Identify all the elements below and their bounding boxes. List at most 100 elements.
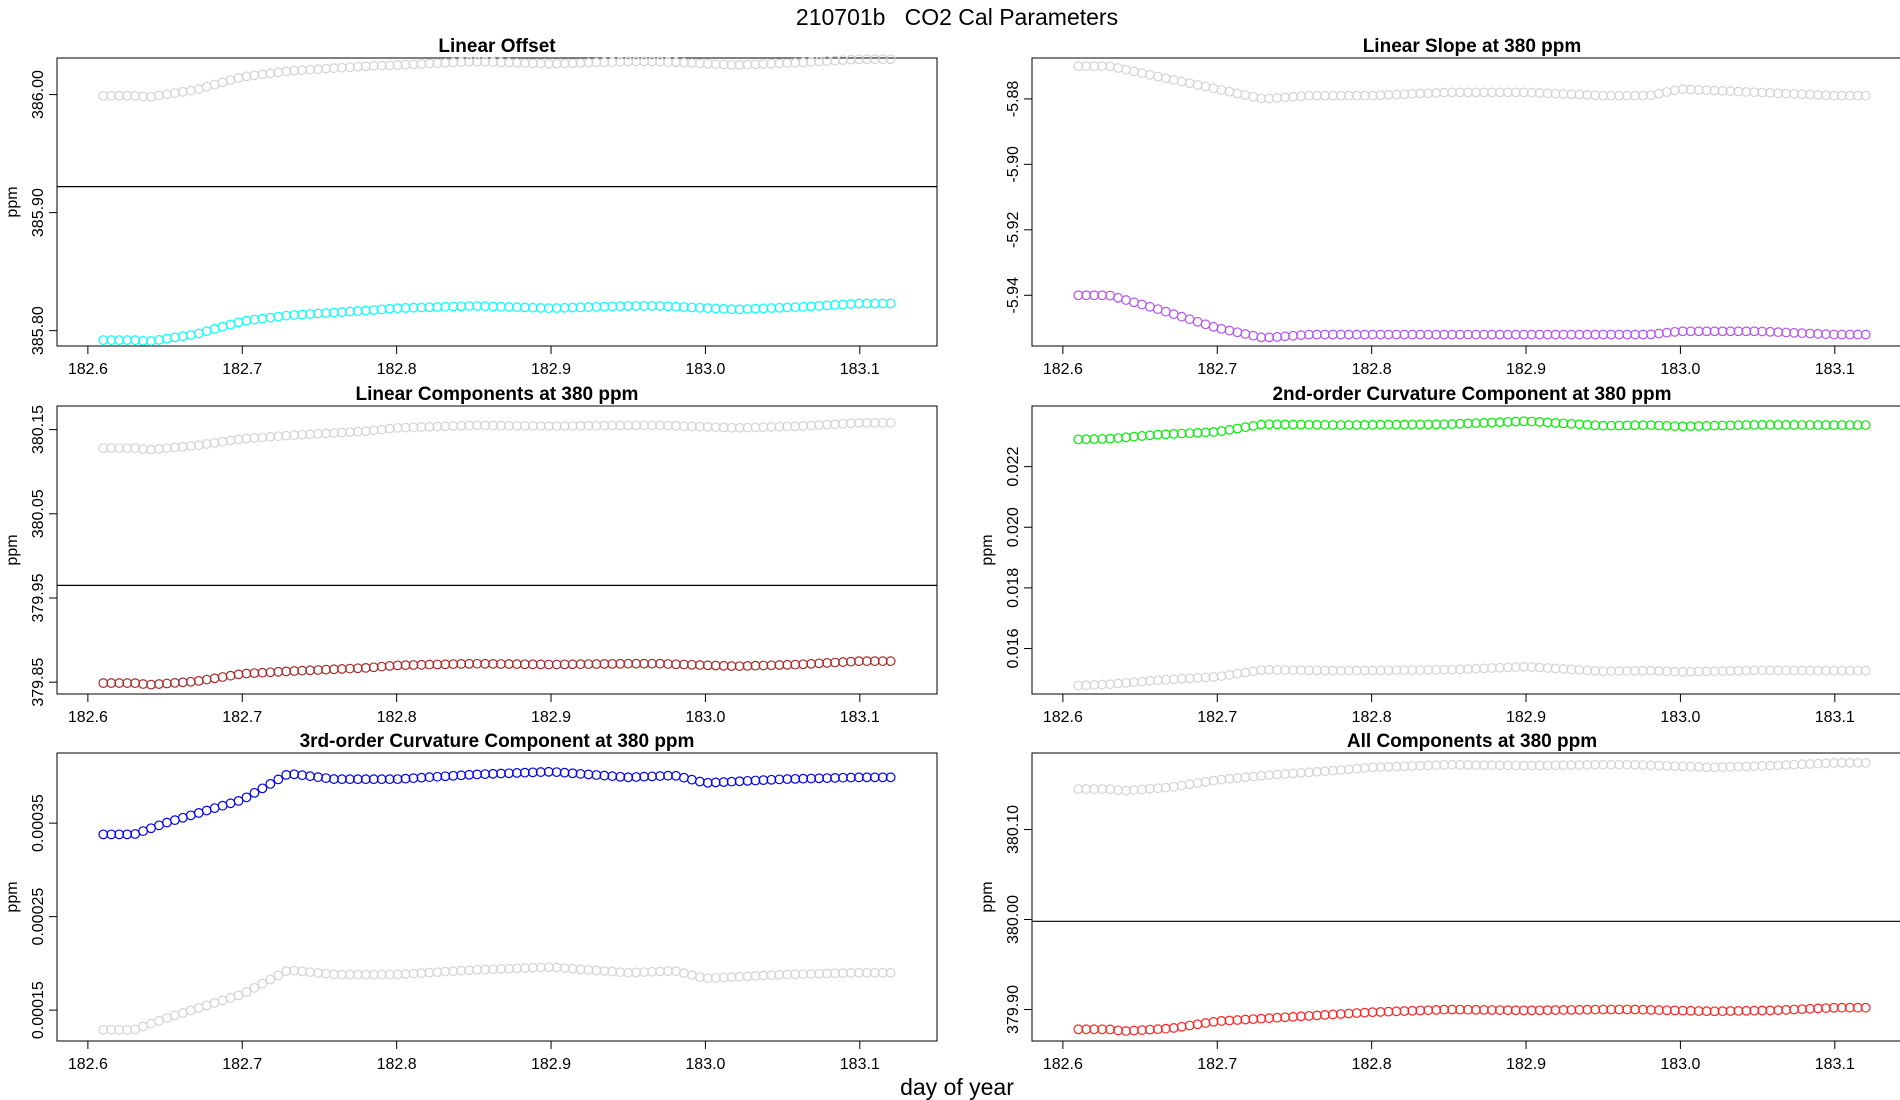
data-point [1327, 1009, 1338, 1020]
data-point [1781, 88, 1792, 99]
data-point [694, 421, 705, 432]
data-point [1852, 758, 1863, 768]
data-point [146, 679, 156, 690]
data-point [758, 303, 769, 314]
data-point [591, 659, 602, 669]
data-point [1574, 1004, 1585, 1015]
data-point [1518, 760, 1529, 771]
data-point [1781, 420, 1792, 430]
data-point [1113, 785, 1123, 795]
data-point [1327, 329, 1338, 340]
data-point [1176, 428, 1187, 439]
x-tick-label: 183.1 [840, 1056, 880, 1073]
data-point [1534, 417, 1545, 427]
data-point [1415, 760, 1426, 771]
data-point [853, 656, 864, 667]
data-point [511, 659, 522, 670]
data-point [663, 420, 673, 431]
data-point [655, 56, 665, 67]
data-point [313, 64, 323, 75]
data-point [1741, 326, 1752, 337]
data-point [1081, 1024, 1092, 1035]
data-point [193, 440, 204, 451]
data-point [297, 966, 308, 977]
data-point [1129, 431, 1139, 442]
data-point [1304, 767, 1314, 778]
data-point [639, 967, 650, 977]
data-point [360, 305, 371, 316]
data-point [106, 829, 117, 840]
data-point [1232, 88, 1243, 99]
data-point [416, 659, 427, 670]
data-point [694, 58, 705, 69]
data-point [289, 310, 300, 320]
data-point [1160, 73, 1171, 84]
data-point [329, 63, 339, 74]
data-point [1701, 762, 1712, 773]
y-tick-label: 0.00025 [30, 888, 47, 946]
data-point [1455, 418, 1465, 429]
data-point [1614, 666, 1625, 676]
series-2 [98, 417, 896, 455]
data-point [1638, 90, 1648, 101]
data-point [1407, 329, 1418, 340]
data-point [1431, 419, 1442, 430]
data-point [321, 773, 331, 784]
data-point [432, 302, 443, 312]
data-point [1725, 326, 1736, 337]
data-point [225, 798, 236, 809]
data-point [1463, 664, 1473, 674]
data-point [392, 969, 403, 980]
data-point [1280, 769, 1290, 779]
data-point [830, 657, 840, 668]
y-tick-label: 379.85 [30, 658, 47, 707]
data-point [352, 969, 363, 980]
data-point [1709, 762, 1720, 773]
data-point [1073, 784, 1084, 794]
data-point [201, 81, 212, 92]
data-point [599, 420, 610, 431]
data-point [615, 301, 626, 312]
data-point [162, 333, 172, 344]
data-point [1598, 759, 1609, 770]
data-point [1208, 1016, 1219, 1027]
data-point [1781, 1004, 1792, 1015]
data-point [1471, 760, 1481, 770]
data-point [1646, 665, 1656, 676]
data-point [766, 774, 777, 785]
data-point [1494, 87, 1505, 98]
data-point [1725, 761, 1736, 772]
data-point [1129, 677, 1139, 688]
data-point [782, 659, 793, 670]
data-point [1391, 665, 1402, 676]
data-point [710, 303, 721, 314]
data-point [1653, 760, 1664, 771]
data-point [822, 56, 832, 66]
data-point [655, 658, 665, 669]
data-point [1630, 90, 1640, 101]
data-point [400, 422, 411, 433]
data-point [583, 57, 594, 68]
data-point [1081, 784, 1092, 794]
data-point [1661, 87, 1672, 97]
data-point [710, 660, 721, 671]
panel-frame [1031, 57, 1900, 347]
data-point [1526, 329, 1537, 340]
y-tick-label: 0.00015 [30, 981, 47, 1039]
data-point [1439, 419, 1450, 430]
data-point [575, 420, 586, 431]
data-point [1693, 666, 1704, 677]
data-point [1304, 90, 1314, 101]
data-point [1526, 662, 1537, 672]
data-point [1486, 1005, 1497, 1015]
data-point [138, 91, 148, 102]
data-point [790, 773, 801, 784]
data-point [1677, 84, 1688, 95]
data-point [1852, 665, 1863, 676]
data-point [209, 803, 220, 814]
data-point [535, 303, 546, 313]
data-point [1693, 762, 1704, 772]
data-point [201, 1000, 212, 1011]
data-point [869, 656, 880, 667]
x-tick-label: 182.7 [1197, 361, 1237, 378]
